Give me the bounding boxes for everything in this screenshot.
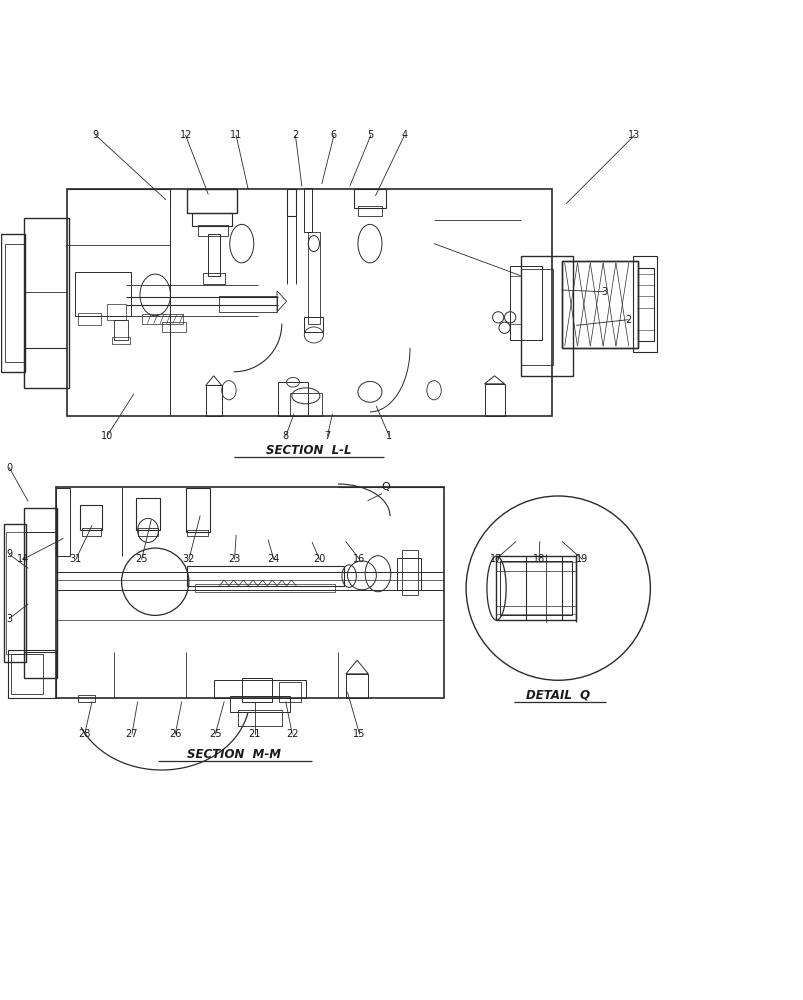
Bar — [77, 695, 95, 702]
Bar — [2, 234, 26, 372]
Bar — [195, 584, 335, 592]
Text: 17: 17 — [489, 554, 501, 564]
Bar — [632, 256, 656, 352]
Text: 27: 27 — [125, 729, 138, 739]
Bar — [136, 498, 160, 530]
Bar — [279, 682, 300, 702]
Text: 31: 31 — [70, 554, 82, 564]
Text: 5: 5 — [367, 130, 373, 140]
Bar — [402, 550, 418, 595]
Bar — [304, 188, 312, 232]
Bar — [308, 232, 320, 324]
Text: 14: 14 — [17, 554, 29, 564]
Bar — [24, 218, 69, 388]
Bar — [510, 266, 541, 340]
Text: 3: 3 — [600, 287, 606, 297]
Text: 13: 13 — [627, 130, 640, 140]
Bar — [495, 556, 575, 620]
Text: 12: 12 — [179, 130, 192, 140]
Text: 1: 1 — [385, 431, 392, 441]
Bar — [11, 654, 43, 694]
Bar — [6, 532, 24, 654]
Bar — [286, 189, 296, 216]
Bar — [230, 696, 289, 712]
Bar — [203, 273, 225, 284]
Text: DETAIL  Q: DETAIL Q — [525, 689, 589, 702]
Bar — [520, 269, 552, 365]
Text: 24: 24 — [267, 554, 279, 564]
Bar — [499, 561, 571, 615]
Text: 7: 7 — [324, 431, 330, 441]
Bar — [278, 382, 308, 416]
Bar — [81, 528, 100, 536]
Bar — [107, 304, 126, 320]
Text: 25: 25 — [135, 554, 148, 564]
Text: 6: 6 — [330, 130, 336, 140]
Text: 11: 11 — [230, 130, 242, 140]
Bar — [24, 508, 57, 678]
Text: 9: 9 — [93, 130, 99, 140]
Bar — [185, 488, 210, 532]
Bar — [78, 313, 100, 325]
Bar — [187, 566, 343, 586]
Bar — [289, 393, 321, 416]
Bar — [112, 337, 129, 344]
Text: 23: 23 — [228, 554, 240, 564]
Text: 28: 28 — [79, 729, 91, 739]
Bar — [192, 213, 232, 226]
Bar — [304, 317, 323, 332]
Bar — [484, 384, 504, 416]
Text: 26: 26 — [169, 729, 181, 739]
Bar — [198, 225, 228, 236]
Bar — [561, 261, 638, 348]
Bar — [141, 314, 183, 324]
Bar — [8, 650, 55, 698]
Text: 9: 9 — [6, 549, 13, 559]
Text: 3: 3 — [6, 614, 13, 624]
Bar — [214, 680, 305, 698]
Bar — [208, 234, 220, 276]
Bar — [4, 524, 26, 662]
Text: 21: 21 — [248, 729, 260, 739]
Bar — [67, 189, 551, 416]
Bar — [113, 320, 128, 340]
Bar — [520, 256, 572, 376]
Bar — [187, 530, 208, 536]
Text: 20: 20 — [313, 554, 325, 564]
Text: 10: 10 — [101, 431, 113, 441]
Bar — [353, 189, 385, 208]
Bar — [219, 296, 277, 312]
Bar — [161, 322, 185, 332]
Bar — [345, 674, 368, 698]
Text: 32: 32 — [182, 554, 195, 564]
Text: 25: 25 — [209, 729, 222, 739]
Text: 19: 19 — [576, 554, 588, 564]
Bar — [561, 261, 638, 348]
Bar — [238, 710, 282, 726]
Text: 4: 4 — [401, 130, 407, 140]
Text: 2: 2 — [292, 130, 298, 140]
Text: 22: 22 — [286, 729, 298, 739]
Bar — [187, 189, 237, 213]
Text: 8: 8 — [283, 431, 288, 441]
Bar — [55, 488, 70, 556]
Bar — [206, 385, 222, 416]
Text: 15: 15 — [353, 729, 365, 739]
Text: 2: 2 — [624, 315, 630, 325]
Bar — [79, 505, 102, 530]
Text: SECTION  L-L: SECTION L-L — [265, 444, 351, 457]
Bar — [55, 487, 444, 698]
Text: Q: Q — [381, 482, 390, 492]
Bar — [242, 678, 272, 702]
Text: 18: 18 — [532, 554, 544, 564]
Text: 0: 0 — [6, 463, 13, 473]
Text: 16: 16 — [353, 554, 365, 564]
Bar — [638, 268, 654, 341]
Bar — [397, 558, 421, 590]
Bar — [6, 244, 26, 362]
Text: SECTION  M-M: SECTION M-M — [186, 748, 280, 761]
Bar — [137, 528, 158, 536]
Bar — [75, 272, 131, 316]
Bar — [357, 206, 381, 216]
